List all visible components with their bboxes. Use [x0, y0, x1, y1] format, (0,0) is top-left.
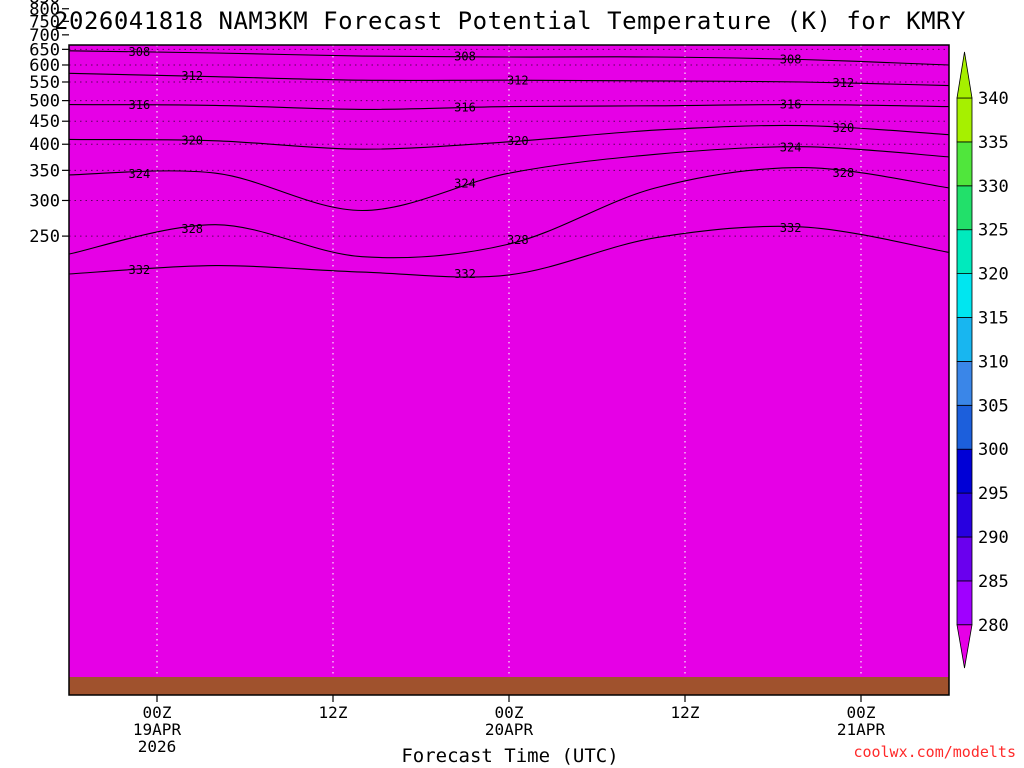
contour-line-324	[69, 146, 949, 212]
x-tick-label-42-0: 12Z	[671, 703, 700, 722]
x-axis-title: Forecast Time (UTC)	[401, 745, 618, 767]
y-tick-label-800: 800	[29, 0, 60, 20]
contour-label-324: 324	[780, 140, 802, 154]
contour-label-332: 332	[780, 221, 802, 235]
colorbar-label-285: 285	[978, 572, 1009, 592]
contour-label-296: 296	[833, 0, 855, 2]
colorbar-label-315: 315	[978, 309, 1009, 329]
colorbar-segment-290	[956, 492, 973, 538]
contour-line-320	[69, 124, 949, 150]
y-tick-label-850: 850	[29, 0, 60, 8]
y-tick-label-700: 700	[29, 26, 60, 46]
colorbar-segment-285	[956, 536, 973, 582]
contour-fill-layer	[69, 45, 949, 695]
contour-label-332: 332	[454, 267, 476, 281]
colorbar-segment-300	[956, 404, 973, 450]
colorbar-label-305: 305	[978, 396, 1009, 416]
colorbar-segment-330	[956, 141, 973, 187]
x-tick-label-30-0: 00Z	[495, 703, 524, 722]
colorbar-segment-325	[956, 185, 973, 231]
colorbar-label-325: 325	[978, 221, 1009, 241]
colorbar-segment-315	[956, 273, 973, 318]
x-tick-label-30-1: 20APR	[485, 720, 534, 739]
colorbar-label-295: 295	[978, 484, 1009, 504]
contour-label-328: 328	[833, 166, 855, 180]
contour-line-316	[69, 104, 949, 110]
colorbar-segment-335	[956, 97, 973, 143]
contour-label-316: 316	[780, 98, 802, 112]
colorbar: 280 285 290 295 300 305 310 315 320 325 330 335 340	[956, 51, 1009, 669]
contour-label-320: 320	[181, 134, 203, 148]
surface-strip	[69, 677, 949, 695]
contour-label-324: 324	[454, 177, 476, 191]
x-tick-label-6-0: 00Z	[143, 703, 172, 722]
contour-label-308: 308	[780, 52, 802, 66]
x-tick-label-18-0: 12Z	[319, 703, 348, 722]
colorbar-arrow-bottom	[956, 624, 973, 669]
x-tick-label-54-0: 00Z	[847, 703, 876, 722]
contour-label-312: 312	[833, 76, 855, 90]
y-axis: 2503003504004505005506006507007508008509…	[29, 0, 69, 247]
colorbar-label-330: 330	[978, 177, 1009, 197]
contour-label-312: 312	[181, 69, 203, 83]
contour-line-312	[69, 72, 949, 87]
colorbar-label-300: 300	[978, 440, 1009, 460]
colorbar-label-320: 320	[978, 265, 1009, 285]
colorbar-segment-320	[956, 229, 973, 274]
contour-label-328: 328	[181, 222, 203, 236]
colorbar-segment-305	[956, 360, 973, 406]
contour-label-320: 320	[507, 134, 529, 148]
y-tick-label-450: 450	[29, 112, 60, 132]
contour-label-312: 312	[507, 73, 529, 87]
colorbar-arrow-top	[956, 51, 973, 99]
contour-line-328	[69, 167, 949, 259]
colorbar-segment-310	[956, 317, 973, 362]
colorbar-label-290: 290	[978, 528, 1009, 548]
y-tick-label-600: 600	[29, 56, 60, 76]
y-tick-label-350: 350	[29, 161, 60, 181]
plot-area: 332 332 332 328 328 328 324 324 324 320 320 320 316 3…	[68, 0, 950, 696]
y-tick-label-550: 550	[29, 73, 60, 93]
x-tick-label-6-2: 2026	[138, 737, 177, 756]
contour-label-316: 316	[454, 100, 476, 114]
colorbar-label-335: 335	[978, 133, 1009, 153]
contour-label-332: 332	[129, 263, 151, 277]
y-tick-label-300: 300	[29, 191, 60, 211]
x-tick-label-54-1: 21APR	[837, 720, 886, 739]
contour-line-308	[69, 50, 949, 66]
y-tick-label-500: 500	[29, 92, 60, 112]
contour-label-308: 308	[454, 50, 476, 64]
colorbar-label-340: 340	[978, 89, 1009, 109]
contour-label-308: 308	[129, 45, 151, 59]
y-tick-label-750: 750	[29, 12, 60, 32]
contour-label-316: 316	[129, 98, 151, 112]
grid-layer	[69, 45, 949, 695]
colorbar-label-280: 280	[978, 616, 1009, 636]
source-credit: coolwx.com/modelts	[853, 743, 1016, 761]
chart-title: 2026041818 NAM3KM Forecast Potential Tem…	[54, 7, 966, 35]
contour-label-304: 304	[833, 35, 855, 49]
contour-label-328: 328	[507, 233, 529, 247]
y-tick-label-250: 250	[29, 227, 60, 247]
contour-label-324: 324	[129, 167, 151, 181]
contour-label-320: 320	[833, 121, 855, 135]
colorbar-segment-295	[956, 448, 973, 494]
contour-line-332	[69, 225, 949, 278]
y-tick-label-650: 650	[29, 40, 60, 60]
y-tick-label-400: 400	[29, 135, 60, 155]
colorbar-label-310: 310	[978, 352, 1009, 372]
contour-line-layer: 332 332 332 328 328 328 324 324 324 320 320 320 316 3…	[69, 0, 949, 281]
x-tick-label-6-1: 19APR	[133, 720, 182, 739]
colorbar-segment-280	[956, 580, 973, 626]
